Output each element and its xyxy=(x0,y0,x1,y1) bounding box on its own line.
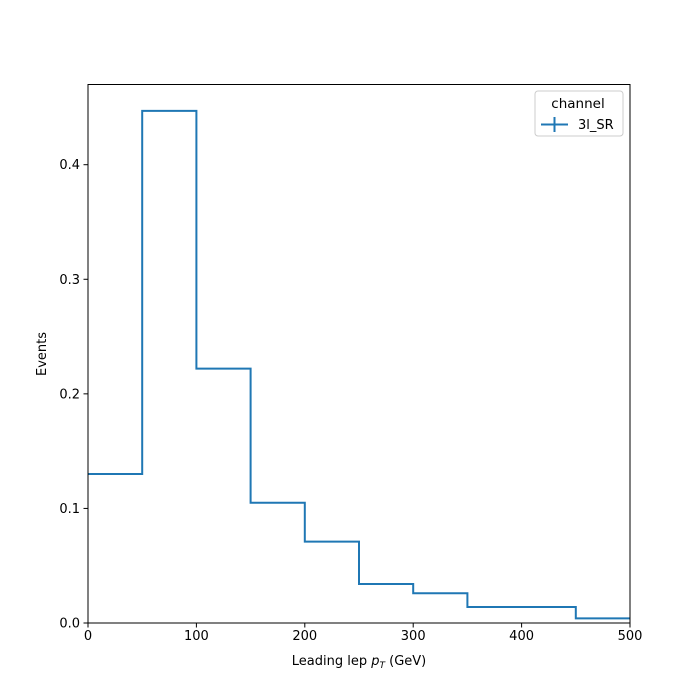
x-axis-label-variable: p xyxy=(370,654,379,669)
x-tick-label: 300 xyxy=(401,629,426,644)
y-tick-label: 0.3 xyxy=(59,273,80,288)
x-axis-label-subscript: T xyxy=(379,661,386,671)
x-tick-label: 100 xyxy=(184,629,209,644)
legend-title: channel xyxy=(551,96,604,112)
x-axis-label: Leading lep pT (GeV) xyxy=(292,654,426,671)
series-layer xyxy=(88,109,630,620)
legend: channel 3l_SR xyxy=(534,90,624,137)
x-tick-label: 0 xyxy=(84,629,92,644)
y-tick-label: 0.0 xyxy=(59,617,80,632)
x-tick-label: 400 xyxy=(509,629,534,644)
y-axis-label: Events xyxy=(35,332,50,376)
x-tick-label: 500 xyxy=(618,629,643,644)
y-tick-label: 0.4 xyxy=(59,158,80,173)
y-axis-ticks: 0.0 0.1 0.2 0.3 0.4 xyxy=(59,158,88,632)
x-axis-label-unit: (GeV) xyxy=(385,654,426,669)
x-axis-ticks: 0 100 200 300 400 500 xyxy=(84,623,643,644)
plot-frame xyxy=(87,84,631,624)
y-tick-label: 0.2 xyxy=(59,387,80,402)
x-axis-label-main: Leading lep xyxy=(292,654,371,669)
legend-entry-label: 3l_SR xyxy=(578,118,614,133)
x-tick-label: 200 xyxy=(292,629,317,644)
series-step-line xyxy=(88,109,630,620)
y-tick-label: 0.1 xyxy=(59,502,80,517)
